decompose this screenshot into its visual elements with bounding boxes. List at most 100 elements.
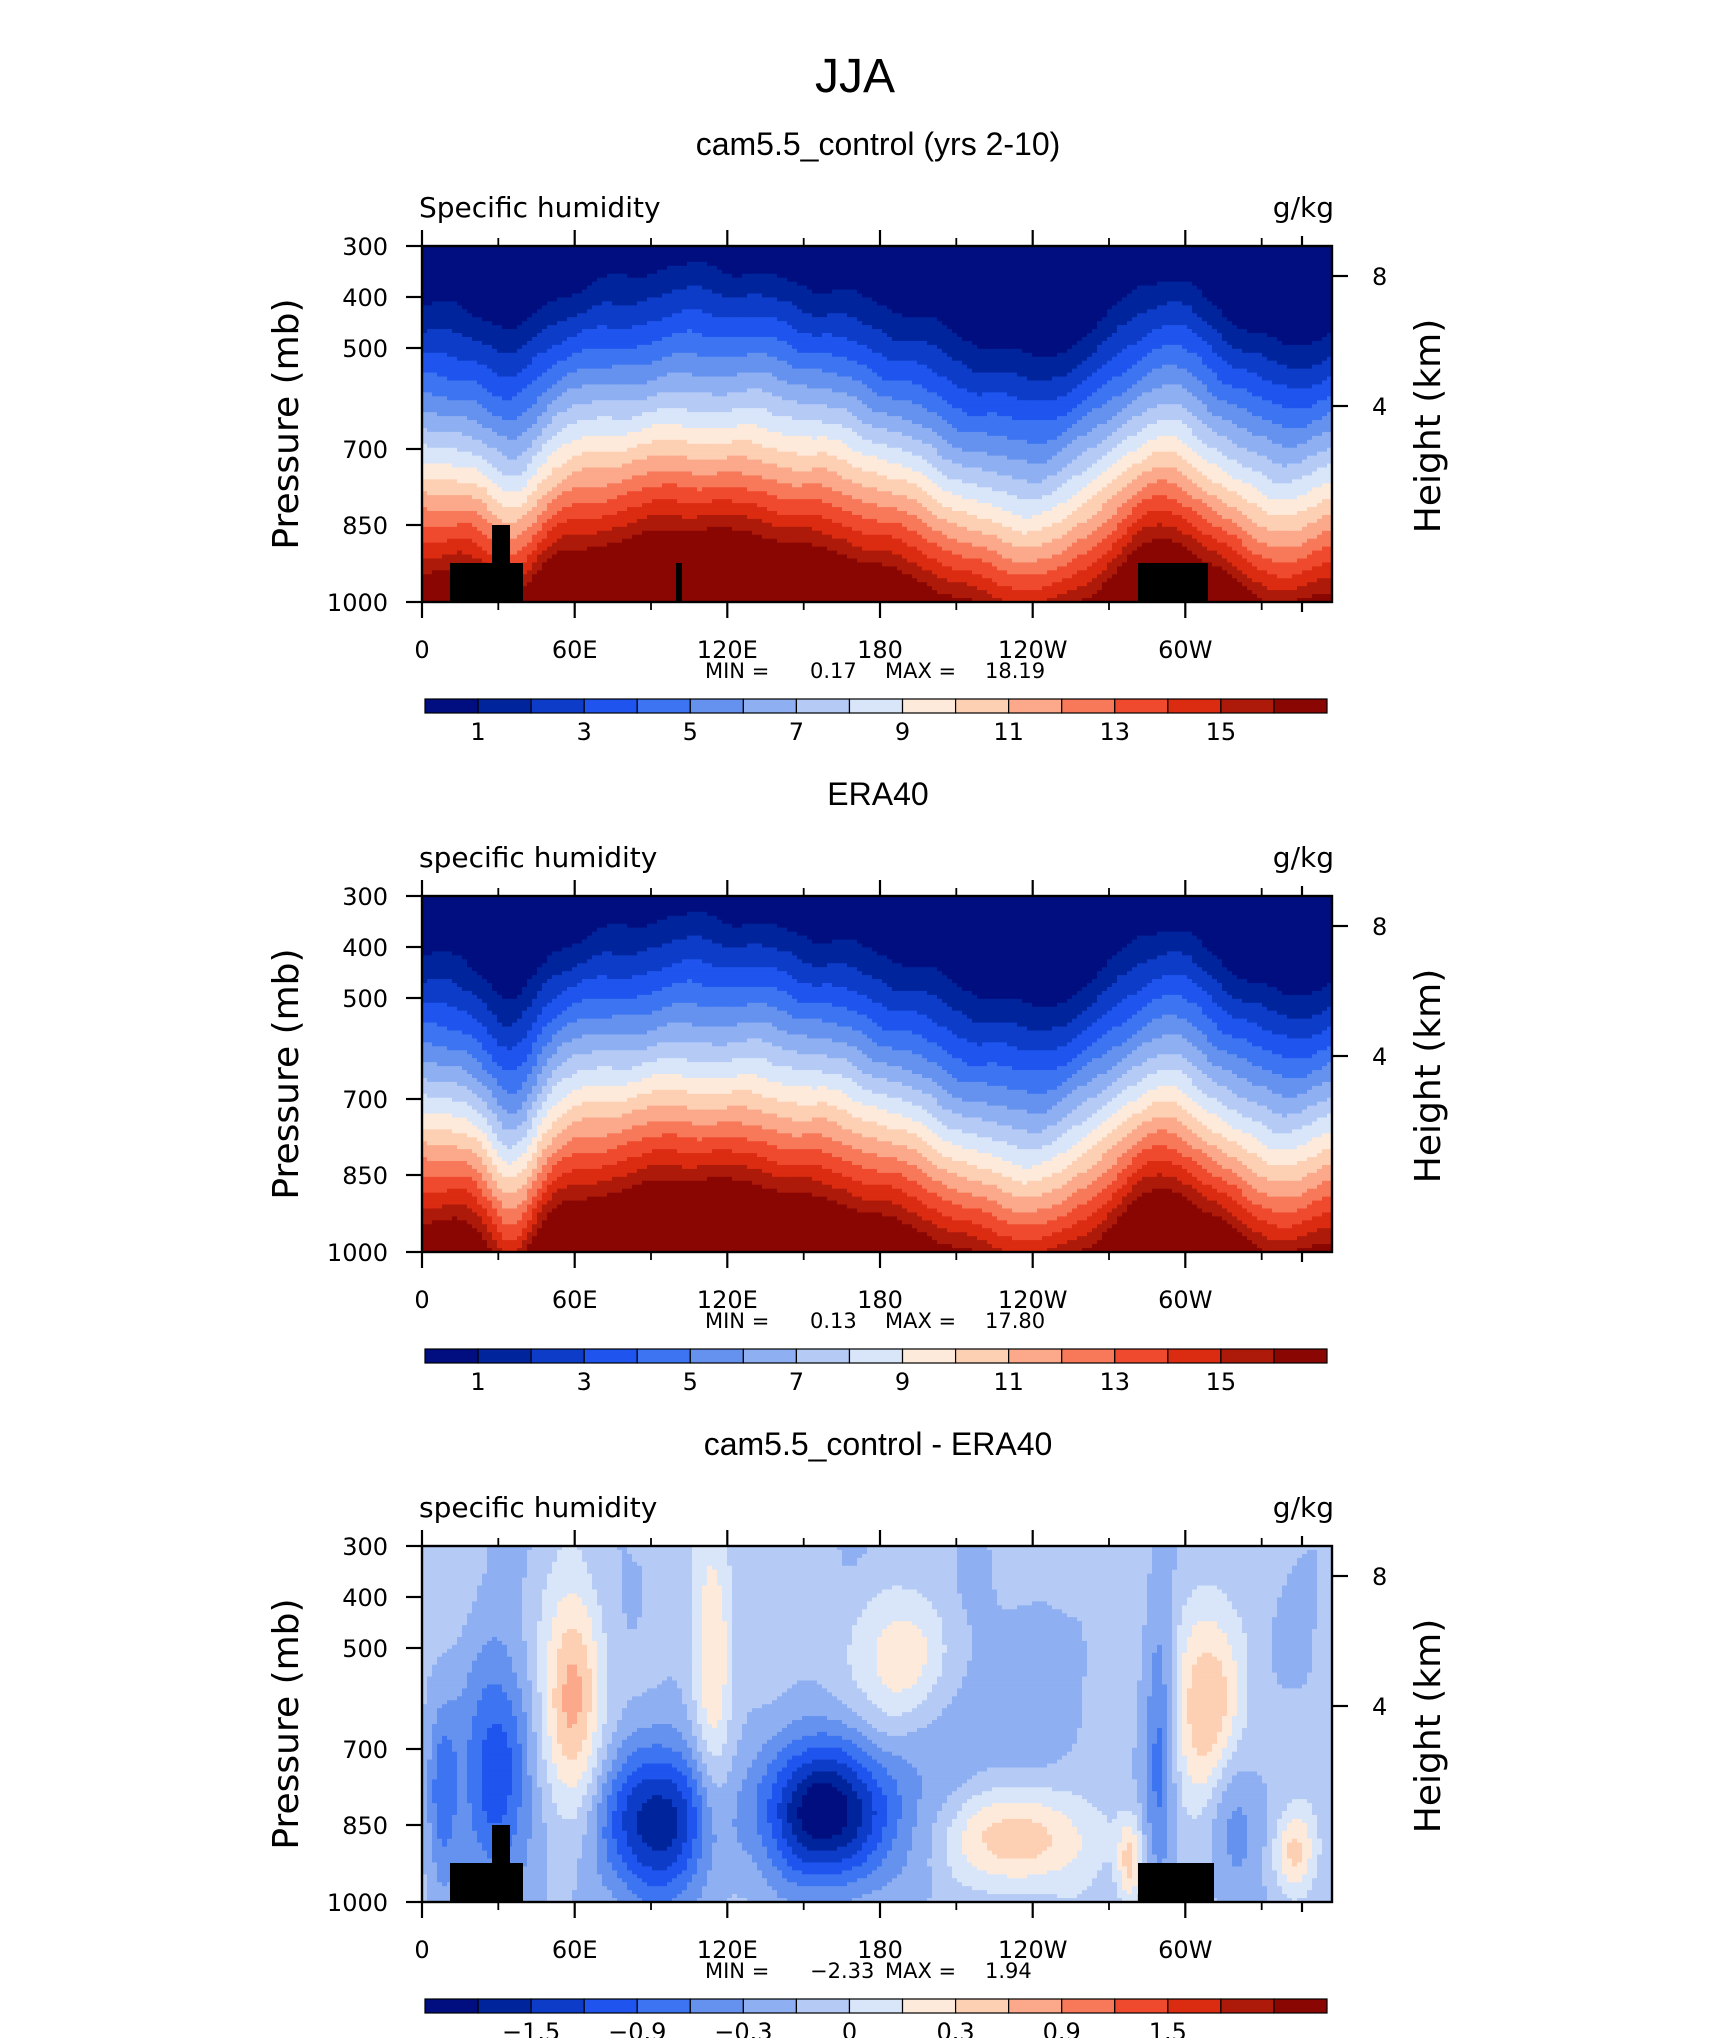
field-cell (932, 333, 938, 338)
field-cell (627, 293, 633, 299)
field-cell (1177, 301, 1183, 306)
field-cell (717, 285, 723, 291)
field-cell (1212, 277, 1218, 283)
field-cell (647, 305, 653, 310)
field-cell (487, 285, 493, 291)
field-cell (527, 329, 533, 334)
field-cell (1062, 277, 1068, 283)
field-cell (1242, 281, 1248, 287)
field-cell (532, 246, 538, 251)
field-cell (1132, 336, 1138, 342)
field-cell (742, 344, 748, 350)
field-cell (682, 289, 688, 295)
field-cell (672, 321, 678, 326)
field-cell (1317, 269, 1323, 275)
field-cell (522, 265, 528, 271)
field-cell (822, 340, 828, 346)
field-cell (492, 261, 498, 267)
field-cell (1137, 325, 1143, 330)
field-cell (572, 309, 578, 314)
field-cell (562, 313, 568, 318)
field-cell (702, 297, 708, 302)
field-cell (657, 285, 663, 291)
field-cell (1117, 340, 1123, 346)
field-cell (1032, 261, 1038, 267)
field-cell (607, 352, 613, 358)
field-cell (632, 273, 638, 279)
field-cell (487, 317, 493, 322)
field-cell (1107, 261, 1113, 267)
field-cell (762, 269, 768, 275)
field-cell (707, 265, 713, 271)
field-cell (587, 344, 593, 350)
field-cell (442, 352, 448, 358)
field-cell (462, 344, 468, 350)
field-cell (697, 333, 703, 338)
field-cell (742, 313, 748, 318)
field-cell (1277, 269, 1283, 275)
field-cell (527, 257, 533, 263)
field-cell (982, 329, 988, 334)
field-cell (617, 344, 623, 350)
field-cell (952, 305, 958, 310)
field-cell (667, 321, 673, 326)
field-cell (832, 257, 838, 263)
field-cell (1107, 309, 1113, 314)
field-cell (1247, 277, 1253, 283)
field-cell (962, 285, 968, 291)
field-cell (477, 317, 483, 322)
field-cell (1182, 321, 1188, 326)
field-cell (452, 261, 458, 267)
field-cell (452, 293, 458, 299)
field-cell (902, 305, 908, 310)
field-cell (1147, 305, 1153, 310)
field-cell (537, 297, 543, 302)
field-cell (767, 301, 773, 306)
field-cell (892, 273, 898, 279)
field-cell (1127, 301, 1133, 306)
field-cell (682, 261, 688, 267)
field-cell (522, 269, 528, 275)
field-cell (457, 249, 463, 255)
field-cell (767, 257, 773, 263)
field-cell (1327, 269, 1333, 275)
field-cell (907, 297, 913, 302)
field-cell (772, 340, 778, 346)
field-cell (862, 348, 868, 354)
field-cell (582, 344, 588, 350)
field-cell (567, 246, 573, 251)
field-cell (732, 313, 738, 318)
field-cell (777, 309, 783, 314)
field-cell (597, 309, 603, 314)
field-cell (822, 336, 828, 342)
field-cell (1172, 261, 1178, 267)
field-cell (787, 285, 793, 291)
field-cell (522, 301, 528, 306)
field-cell (707, 253, 713, 259)
field-cell (1162, 309, 1168, 314)
field-cell (837, 329, 843, 334)
field-cell (937, 269, 943, 275)
field-cell (1087, 321, 1093, 326)
field-cell (1287, 336, 1293, 342)
field-cell (572, 305, 578, 310)
field-cell (1277, 265, 1283, 271)
field-cell (437, 305, 443, 310)
field-cell (762, 249, 768, 255)
field-cell (1312, 277, 1318, 283)
field-cell (727, 257, 733, 263)
field-cell (577, 269, 583, 275)
field-cell (1302, 340, 1308, 346)
field-cell (507, 317, 513, 322)
field-cell (887, 257, 893, 263)
field-cell (607, 348, 613, 354)
field-cell (707, 249, 713, 255)
field-cell (1247, 317, 1253, 322)
field-cell (642, 297, 648, 302)
field-cell (497, 352, 503, 358)
field-cell (827, 317, 833, 322)
field-cell (662, 249, 668, 255)
field-cell (982, 285, 988, 291)
field-cell (952, 329, 958, 334)
field-cell (1307, 277, 1313, 283)
